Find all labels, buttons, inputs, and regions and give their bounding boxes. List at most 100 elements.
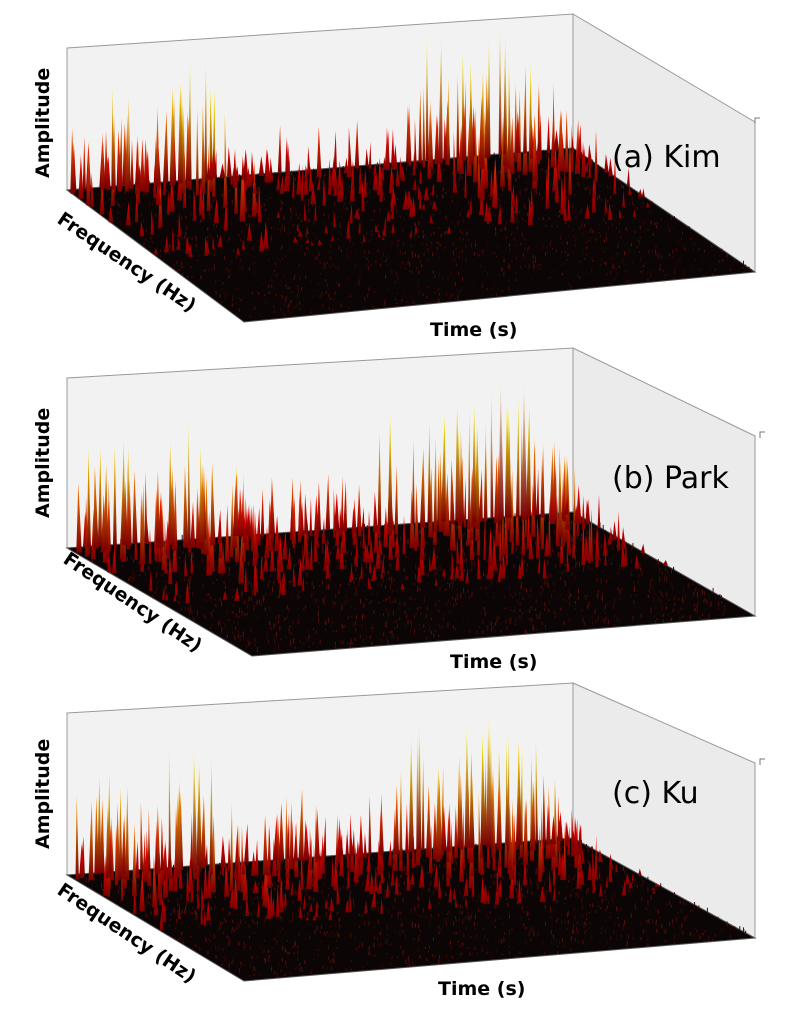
spike (212, 236, 215, 250)
spike (345, 834, 349, 857)
spike (562, 826, 567, 881)
spike (233, 166, 240, 182)
spike (368, 795, 372, 854)
spike (177, 83, 184, 184)
spike (241, 240, 246, 250)
spike (459, 518, 464, 566)
spike (562, 487, 565, 519)
spike (328, 911, 333, 921)
time-bin-25 (542, 774, 633, 889)
spike (185, 582, 190, 604)
spike (517, 563, 523, 579)
spike (533, 137, 538, 180)
spike (285, 140, 290, 176)
spike (351, 159, 355, 191)
spike (273, 815, 279, 861)
spike (480, 733, 486, 846)
spike (125, 202, 131, 226)
spike (343, 480, 348, 532)
spike (108, 824, 112, 874)
spike (377, 233, 382, 238)
spike (93, 465, 98, 548)
spike (205, 240, 210, 255)
spike (380, 793, 384, 854)
spike (421, 755, 425, 849)
spike (628, 186, 632, 196)
spike (462, 805, 465, 870)
spike (103, 464, 109, 550)
spike (364, 899, 367, 914)
spike (242, 857, 249, 901)
spike (220, 835, 226, 868)
spike (431, 183, 435, 196)
spike (303, 203, 307, 221)
spike (160, 816, 164, 870)
spike (240, 826, 245, 893)
spike (459, 834, 464, 882)
spike (523, 798, 528, 864)
spike (263, 221, 269, 249)
spike (503, 508, 509, 555)
spike (584, 203, 590, 219)
spike (347, 866, 351, 888)
time-bin-12 (278, 788, 384, 914)
spike (456, 536, 460, 565)
spike (407, 190, 411, 198)
spike (147, 808, 151, 872)
spike (333, 210, 336, 228)
spike (173, 593, 177, 602)
spike (213, 198, 220, 223)
spike (241, 157, 246, 180)
spike (108, 205, 114, 223)
spike (297, 878, 302, 901)
spike (259, 231, 264, 252)
spike (348, 127, 352, 171)
spike (169, 176, 175, 212)
spike (165, 236, 169, 251)
spike (161, 585, 165, 600)
time-bin-4 (130, 138, 241, 255)
spike (418, 191, 422, 210)
spike (414, 483, 419, 547)
spike (376, 881, 383, 894)
spike (142, 833, 146, 881)
spike (233, 150, 236, 178)
spike (563, 201, 568, 221)
spike (314, 203, 317, 221)
spike (409, 872, 415, 885)
spike (144, 150, 150, 188)
spike (196, 764, 202, 866)
spike (250, 504, 255, 552)
spike (581, 495, 586, 530)
spike (542, 558, 547, 579)
spike (454, 565, 460, 579)
spike (361, 178, 365, 212)
spike (238, 527, 245, 579)
spike (589, 508, 593, 562)
spike (487, 38, 491, 157)
spike (245, 167, 251, 188)
spike (206, 161, 211, 179)
spike (349, 813, 353, 857)
spike (618, 208, 622, 219)
spike (243, 567, 248, 592)
spike (576, 485, 582, 524)
spike (388, 164, 394, 194)
spike (557, 109, 563, 172)
spike (239, 166, 246, 222)
spike (465, 568, 469, 584)
spike (165, 519, 171, 554)
spike (193, 187, 197, 221)
spike (394, 874, 399, 895)
spike (260, 556, 264, 580)
spike (325, 474, 331, 530)
time-bin-15 (339, 813, 415, 891)
spike (244, 823, 249, 863)
spike (409, 229, 412, 238)
spike (168, 746, 172, 868)
time-bin-10 (244, 148, 352, 239)
time-bin-26 (562, 485, 668, 566)
spike (343, 157, 348, 174)
spike (584, 533, 589, 561)
